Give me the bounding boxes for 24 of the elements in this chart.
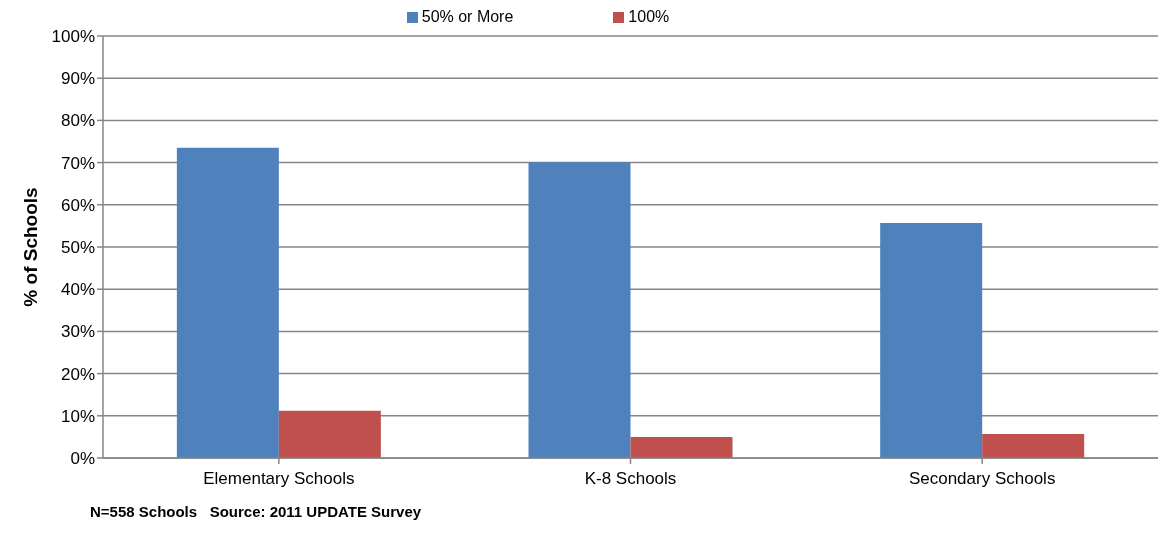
y-tick-label: 50% [60,238,95,258]
bar [528,162,631,458]
y-axis-title: % of Schools [19,187,41,307]
bar [176,147,279,458]
y-tick-label: 40% [60,280,95,300]
y-tick-label: 20% [60,364,95,384]
y-tick-label: 90% [60,69,95,89]
text: N=558 Schools Source: 2011 UPDATE Survey [90,503,422,520]
bar [982,433,1085,458]
y-tick-label: 100% [51,27,95,47]
x-tick-label: Secondary Schools [908,469,1056,489]
y-tick-label: 60% [60,195,95,215]
y-tick-label: 80% [60,111,95,131]
x-tick-label: K-8 Schools [584,469,677,489]
bar [278,410,381,458]
y-tick-label: 10% [60,406,95,426]
bar [880,222,983,458]
y-tick-label: 70% [60,153,95,173]
x-tick-label: Elementary Schools [203,469,355,489]
y-tick-label: 0% [70,449,95,469]
bar [630,436,733,458]
legend-label: 50% or More [421,8,514,25]
legend-label: 100% [628,8,670,25]
y-tick-label: 30% [60,322,95,342]
